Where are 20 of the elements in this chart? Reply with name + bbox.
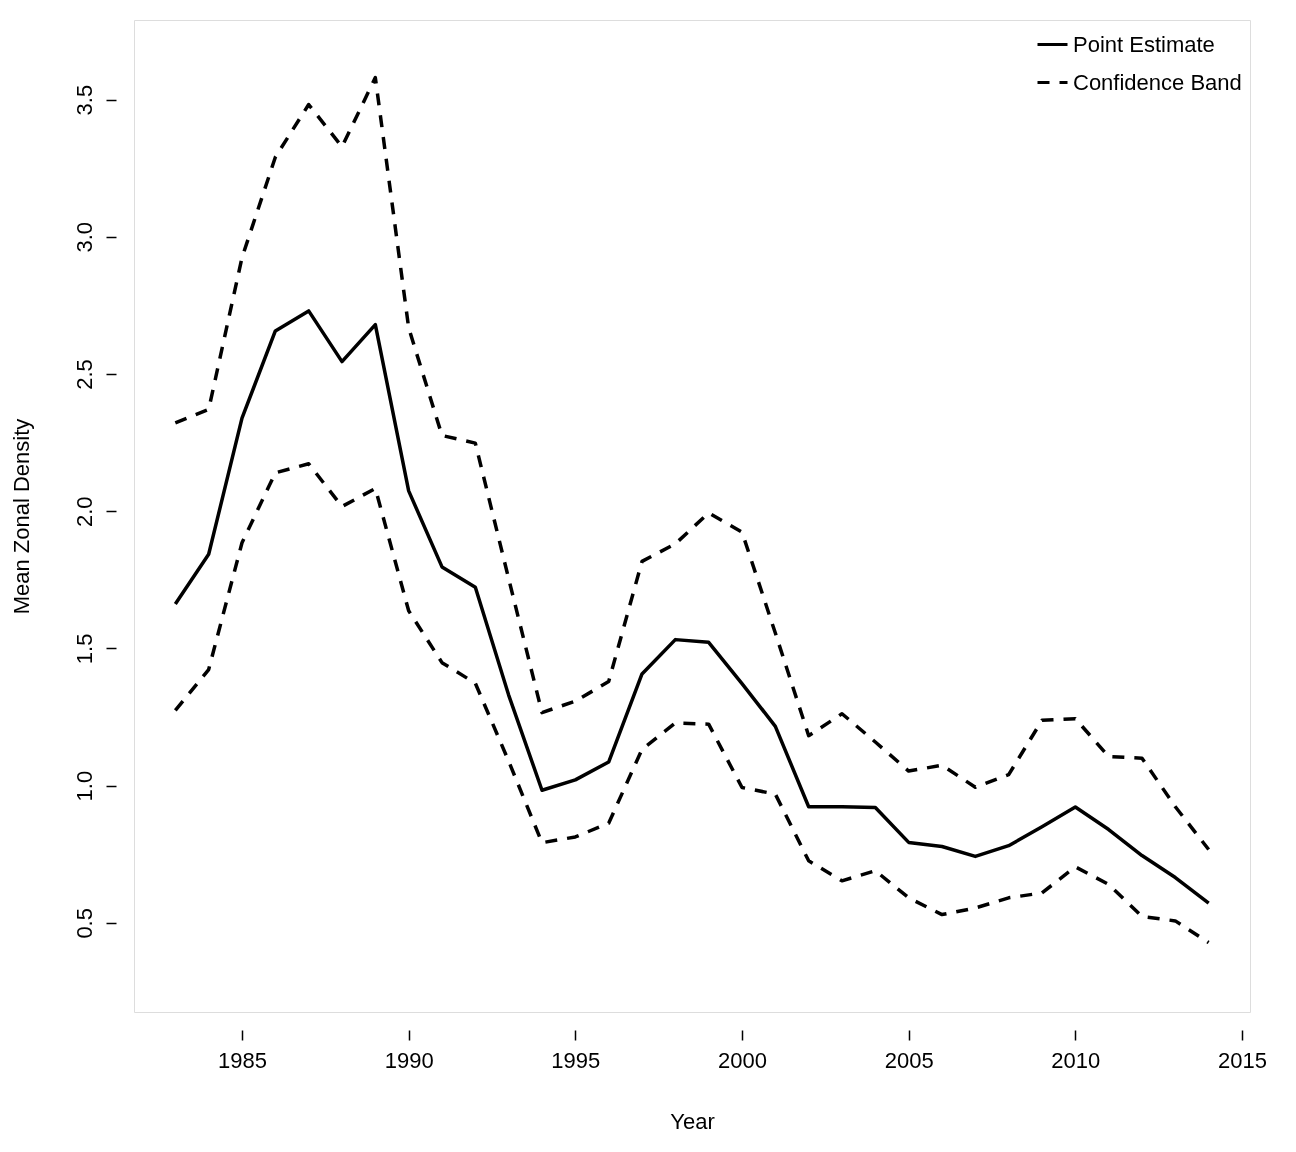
y-tick-label: 2.5 — [71, 359, 97, 390]
y-tick-label: 3.5 — [71, 84, 97, 116]
y-axis-title: Mean Zonal Density — [8, 418, 34, 615]
legend-label: Point Estimate — [1073, 31, 1215, 57]
line-series — [173, 309, 1211, 905]
y-tick-label: 2.0 — [71, 496, 97, 527]
legend-label: Confidence Band — [1073, 69, 1242, 95]
x-axis-title: Year — [670, 1108, 715, 1134]
x-tick-label: 1995 — [551, 1047, 601, 1073]
x-tick-label: 2005 — [884, 1047, 934, 1073]
y-tick-label: 1.5 — [71, 633, 97, 665]
line-series — [173, 461, 1211, 945]
x-tick-label: 2015 — [1218, 1047, 1267, 1073]
y-tick-label: 1.0 — [71, 770, 97, 802]
x-tick-label: 1990 — [384, 1047, 434, 1073]
x-tick-label: 2010 — [1051, 1047, 1101, 1073]
y-tick-label: 3.0 — [71, 221, 97, 253]
x-tick-label: 2000 — [718, 1047, 767, 1073]
y-tick-label: 0.5 — [71, 908, 97, 939]
x-tick-label: 1985 — [218, 1047, 267, 1073]
